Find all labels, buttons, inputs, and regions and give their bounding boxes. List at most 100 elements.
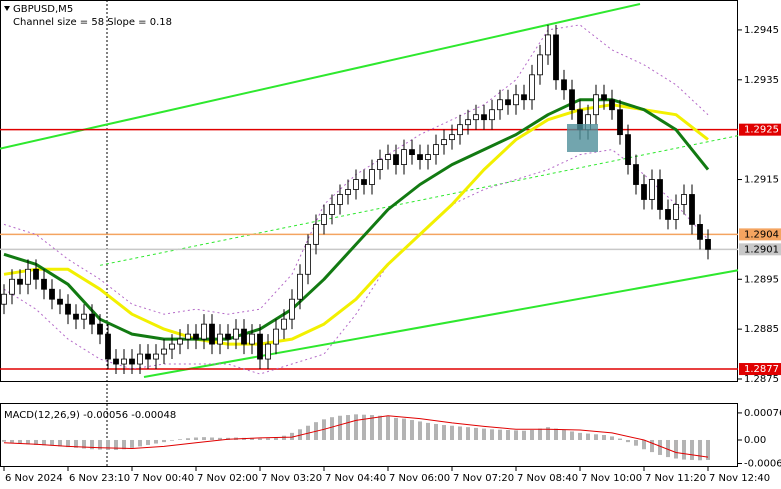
candle-body	[529, 74, 535, 101]
entry-marker	[567, 124, 598, 152]
macd-bar	[402, 418, 406, 440]
y-tick-label: -0.00066	[744, 459, 781, 470]
macd-bar	[210, 437, 214, 440]
candle-body	[249, 333, 255, 345]
macd-bar	[466, 427, 470, 440]
price-label-box	[739, 123, 781, 136]
candle-body	[537, 54, 543, 76]
macd-bar	[98, 439, 102, 450]
macd-bar	[618, 438, 622, 440]
macd-bar	[634, 439, 638, 446]
macd-bar	[442, 425, 446, 440]
macd-bar	[106, 439, 110, 450]
macd-bar	[338, 415, 342, 440]
macd-bar	[354, 414, 358, 440]
candle-body	[89, 313, 95, 325]
macd-bar	[514, 430, 518, 440]
chart-subtitle: Channel size = 58 Slope = 0.18	[13, 17, 172, 28]
macd-bar	[178, 439, 182, 440]
candle-body	[473, 114, 479, 121]
candle-body	[385, 154, 391, 160]
macd-bar	[426, 422, 430, 440]
macd-bar	[266, 438, 270, 440]
candle-body	[257, 333, 263, 360]
macd-bar	[418, 421, 422, 440]
candle-body	[689, 194, 695, 225]
macd-bar	[18, 439, 22, 444]
candle-body	[57, 298, 63, 305]
price-label-box	[739, 228, 781, 241]
candle-body	[289, 298, 295, 320]
candle-body	[185, 333, 191, 340]
candle-body	[225, 333, 231, 340]
candle-body	[345, 189, 351, 195]
candle-body	[321, 214, 327, 225]
macd-bar	[258, 438, 262, 440]
candle-body	[177, 338, 183, 345]
macd-bar	[146, 439, 150, 445]
macd-bar	[610, 436, 614, 440]
candle-body	[17, 278, 23, 285]
candle-body	[241, 328, 247, 345]
candle-body	[209, 323, 215, 345]
candle-body	[561, 79, 567, 91]
x-tick-label: 6 Nov 2024	[5, 473, 63, 484]
macd-bar	[34, 439, 38, 445]
macd-bar	[82, 439, 86, 449]
candle-body	[305, 243, 311, 275]
macd-bar	[602, 435, 606, 440]
macd-bar	[562, 430, 566, 440]
candle-body	[641, 184, 647, 200]
macd-bar	[570, 431, 574, 440]
macd-bar	[170, 439, 174, 441]
y-tick-label: 1.2945	[744, 25, 779, 36]
candle-body	[457, 124, 463, 136]
macd-bar	[394, 417, 398, 440]
candle-body	[673, 204, 679, 220]
indicator-line	[3, 103, 709, 346]
candle-body	[657, 179, 663, 210]
macd-bar	[90, 439, 94, 450]
candle-body	[353, 179, 359, 190]
candle-body	[441, 139, 447, 146]
main-frame	[0, 0, 738, 382]
y-tick-label: 1.2915	[744, 175, 779, 186]
candle-body	[545, 34, 551, 56]
candle-body	[41, 278, 47, 290]
candle-body	[665, 209, 671, 220]
candle-body	[681, 194, 687, 205]
macd-bar	[74, 439, 78, 448]
candle-body	[281, 318, 287, 330]
macd-bar	[546, 427, 550, 440]
macd-bar	[682, 439, 686, 460]
x-tick-label: 7 Nov 10:00	[581, 473, 642, 484]
candle-body	[9, 278, 15, 295]
price-label: 1.2877	[744, 364, 779, 375]
candle-body	[153, 353, 159, 360]
candle-body	[449, 134, 455, 141]
candle-body	[273, 328, 279, 345]
candle-body	[65, 303, 71, 315]
macd-bar	[706, 439, 710, 460]
macd-bar	[370, 415, 374, 440]
y-tick-label: 1.2935	[744, 75, 779, 86]
macd-bar	[250, 437, 254, 440]
x-tick-label: 7 Nov 02:00	[197, 473, 258, 484]
candle-body	[233, 328, 239, 340]
macd-bar	[490, 429, 494, 440]
macd-bar	[674, 439, 678, 459]
macd-bar	[202, 437, 206, 440]
x-tick-label: 7 Nov 12:40	[709, 473, 770, 484]
candle-body	[377, 159, 383, 170]
macd-bar	[2, 439, 6, 442]
candle-body	[513, 94, 519, 106]
candle-body	[169, 343, 175, 350]
x-tick-label: 7 Nov 00:40	[133, 473, 194, 484]
y-tick-label: 0.00076	[744, 408, 781, 419]
macd-bar	[66, 439, 70, 448]
macd-bar	[650, 439, 654, 453]
price-label-box	[739, 243, 781, 256]
x-tick-label: 7 Nov 11:20	[645, 473, 706, 484]
candle-body	[593, 94, 599, 116]
candle-body	[313, 224, 319, 245]
